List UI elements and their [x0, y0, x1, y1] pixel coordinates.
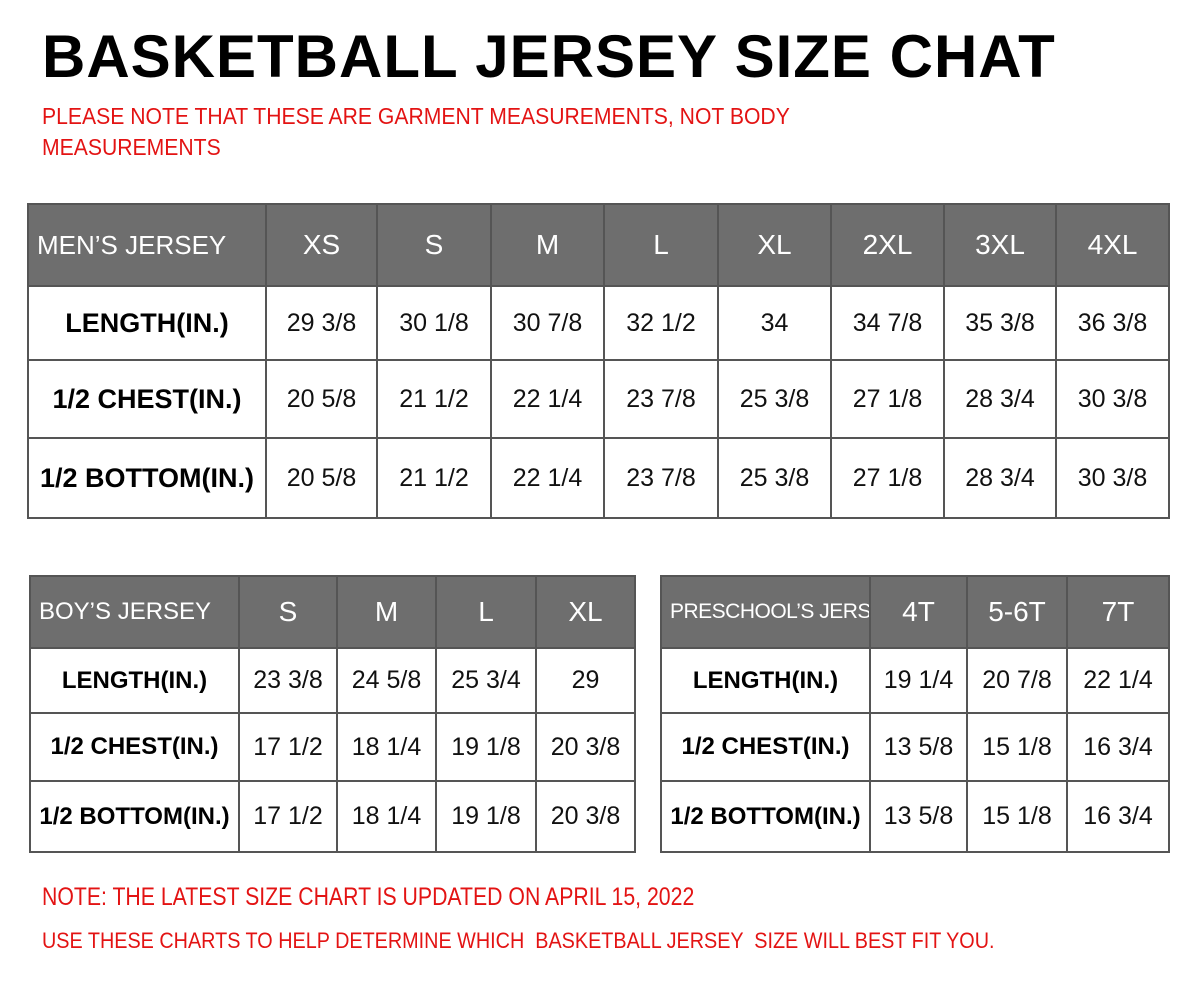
measurement-value: 30 3/8	[1055, 437, 1170, 519]
measurement-value: 22 1/4	[1066, 647, 1170, 714]
measurement-value: 27 1/8	[830, 359, 945, 439]
header-row: BOY’S JERSEY S M L XL	[29, 575, 636, 649]
table-title: PRESCHOOL’S JERSEY	[660, 575, 871, 649]
table-row: 1/2 BOTTOM(IN.) 20 5/8 21 1/2 22 1/4 23 7/8 2…	[27, 437, 1170, 519]
size-header: 4T	[869, 575, 968, 649]
measurement-value: 21 1/2	[376, 359, 492, 439]
measurement-value: 20 3/8	[535, 780, 636, 853]
measurement-value: 22 1/4	[490, 359, 605, 439]
size-header: M	[490, 203, 605, 287]
measurement-value: 17 1/2	[238, 780, 338, 853]
table-row: LENGTH(IN.) 29 3/8 30 1/8 30 7/8 32 1/2 34 34 …	[27, 285, 1170, 361]
garment-notice: PLEASE NOTE THAT THESE ARE GARMENT MEASU…	[42, 103, 790, 160]
table-row: 1/2 CHEST(IN.) 17 1/2 18 1/4 19 1/8 20 3/8	[29, 712, 636, 782]
page-title: BASKETBALL JERSEY SIZE CHAT	[42, 23, 1056, 90]
size-header: 7T	[1066, 575, 1170, 649]
measurement-value: 28 3/4	[943, 359, 1057, 439]
measurement-value: 30 1/8	[376, 285, 492, 361]
measurement-value: 23 3/8	[238, 647, 338, 714]
size-header: XL	[717, 203, 832, 287]
measurement-label: 1/2 CHEST(IN.)	[660, 712, 871, 782]
table-row: 1/2 CHEST(IN.) 13 5/8 15 1/8 16 3/4	[660, 712, 1170, 782]
measurement-value: 25 3/4	[435, 647, 537, 714]
measurement-value: 16 3/4	[1066, 712, 1170, 782]
measurement-label: 1/2 BOTTOM(IN.)	[29, 780, 240, 853]
measurement-value: 30 3/8	[1055, 359, 1170, 439]
measurement-label: 1/2 BOTTOM(IN.)	[660, 780, 871, 853]
measurement-value: 17 1/2	[238, 712, 338, 782]
measurement-value: 32 1/2	[603, 285, 719, 361]
boys-size-table: BOY’S JERSEY S M L XL LENGTH(IN.) 23 3/8 24 5/8…	[29, 575, 636, 853]
measurement-value: 19 1/8	[435, 712, 537, 782]
measurement-value: 30 7/8	[490, 285, 605, 361]
table-title: BOY’S JERSEY	[29, 575, 240, 649]
measurement-value: 18 1/4	[336, 712, 437, 782]
table-row: 1/2 BOTTOM(IN.) 17 1/2 18 1/4 19 1/8 20 3/8	[29, 780, 636, 853]
measurement-value: 20 5/8	[265, 437, 378, 519]
measurement-value: 20 5/8	[265, 359, 378, 439]
table-row: LENGTH(IN.) 19 1/4 20 7/8 22 1/4	[660, 647, 1170, 714]
measurement-value: 23 7/8	[603, 359, 719, 439]
measurement-value: 22 1/4	[490, 437, 605, 519]
measurement-value: 15 1/8	[966, 712, 1068, 782]
size-header: M	[336, 575, 437, 649]
measurement-value: 23 7/8	[603, 437, 719, 519]
measurement-value: 25 3/8	[717, 437, 832, 519]
measurement-value: 13 5/8	[869, 780, 968, 853]
measurement-label: 1/2 BOTTOM(IN.)	[27, 437, 267, 519]
size-header: XS	[265, 203, 378, 287]
measurement-value: 20 7/8	[966, 647, 1068, 714]
size-header: S	[376, 203, 492, 287]
table-row: 1/2 BOTTOM(IN.) 13 5/8 15 1/8 16 3/4	[660, 780, 1170, 853]
measurement-value: 27 1/8	[830, 437, 945, 519]
table-row: 1/2 CHEST(IN.) 20 5/8 21 1/2 22 1/4 23 7/8 25…	[27, 359, 1170, 439]
size-header: L	[603, 203, 719, 287]
size-header: XL	[535, 575, 636, 649]
table-title: MEN’S JERSEY	[27, 203, 267, 287]
mens-size-table: MEN’S JERSEY XS S M L XL 2XL 3XL 4XL LENGTH(IN.) 2…	[27, 203, 1170, 519]
size-header: L	[435, 575, 537, 649]
usage-note: USE THESE CHARTS TO HELP DETERMINE WHICH…	[42, 928, 995, 953]
measurement-value: 35 3/8	[943, 285, 1057, 361]
measurement-label: 1/2 CHEST(IN.)	[29, 712, 240, 782]
measurement-value: 16 3/4	[1066, 780, 1170, 853]
size-header: S	[238, 575, 338, 649]
table-row: LENGTH(IN.) 23 3/8 24 5/8 25 3/4 29	[29, 647, 636, 714]
measurement-value: 18 1/4	[336, 780, 437, 853]
measurement-value: 34	[717, 285, 832, 361]
size-header: 5-6T	[966, 575, 1068, 649]
measurement-label: 1/2 CHEST(IN.)	[27, 359, 267, 439]
measurement-label: LENGTH(IN.)	[27, 285, 267, 361]
size-header: 2XL	[830, 203, 945, 287]
measurement-value: 19 1/4	[869, 647, 968, 714]
size-header: 3XL	[943, 203, 1057, 287]
measurement-value: 28 3/4	[943, 437, 1057, 519]
measurement-value: 24 5/8	[336, 647, 437, 714]
measurement-value: 19 1/8	[435, 780, 537, 853]
header-row: MEN’S JERSEY XS S M L XL 2XL 3XL 4XL	[27, 203, 1170, 287]
measurement-value: 36 3/8	[1055, 285, 1170, 361]
preschool-size-table: PRESCHOOL’S JERSEY4T5-6T7TLENGTH(IN.)19 …	[660, 575, 1170, 853]
measurement-value: 29 3/8	[265, 285, 378, 361]
measurement-label: LENGTH(IN.)	[660, 647, 871, 714]
measurement-value: 21 1/2	[376, 437, 492, 519]
size-header: 4XL	[1055, 203, 1170, 287]
measurement-value: 29	[535, 647, 636, 714]
measurement-label: LENGTH(IN.)	[29, 647, 240, 714]
measurement-value: 13 5/8	[869, 712, 968, 782]
measurement-value: 25 3/8	[717, 359, 832, 439]
measurement-value: 15 1/8	[966, 780, 1068, 853]
update-note: NOTE: THE LATEST SIZE CHART IS UPDATED O…	[42, 883, 695, 911]
measurement-value: 20 3/8	[535, 712, 636, 782]
measurement-value: 34 7/8	[830, 285, 945, 361]
